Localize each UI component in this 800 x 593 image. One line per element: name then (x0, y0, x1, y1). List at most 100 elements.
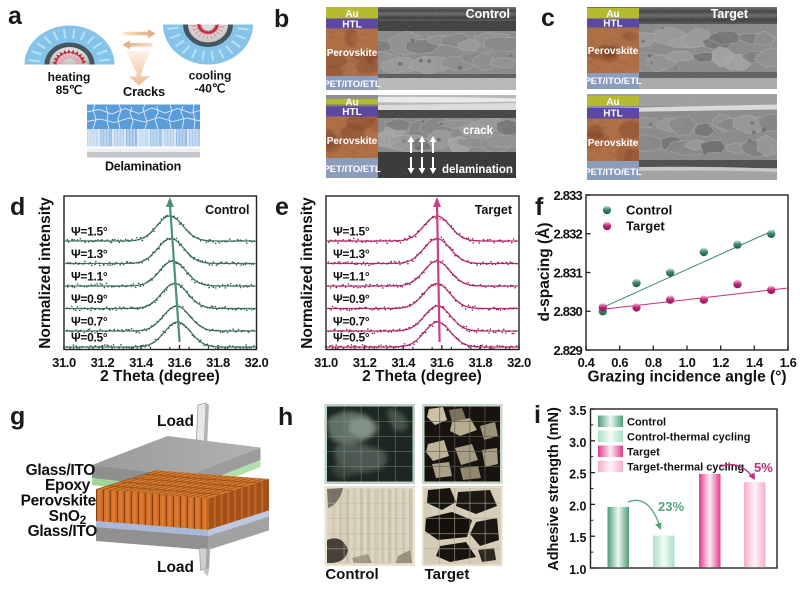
svg-text:Ψ=1.5°: Ψ=1.5° (71, 225, 108, 239)
svg-text:Normalized intensity: Normalized intensity (299, 197, 316, 349)
svg-text:PET/ITO/ETL: PET/ITO/ETL (584, 76, 642, 87)
svg-text:31.4: 31.4 (129, 355, 154, 370)
svg-text:PET/ITO/ETL: PET/ITO/ETL (584, 167, 642, 178)
svg-text:2.833: 2.833 (553, 188, 582, 203)
svg-text:32.0: 32.0 (245, 355, 269, 370)
svg-text:Load: Load (157, 559, 194, 576)
svg-text:31.2: 31.2 (91, 355, 115, 370)
svg-text:Target: Target (627, 447, 660, 459)
svg-text:2 Theta (degree): 2 Theta (degree) (100, 368, 220, 385)
svg-text:31.6: 31.6 (168, 355, 192, 370)
svg-text:0.6: 0.6 (611, 355, 628, 370)
svg-text:Load: Load (157, 413, 194, 430)
svg-text:31.2: 31.2 (353, 355, 377, 370)
svg-text:Au: Au (345, 9, 358, 20)
svg-text:Glass/ITO: Glass/ITO (28, 523, 98, 540)
svg-text:Ψ=1.1°: Ψ=1.1° (333, 270, 370, 284)
svg-text:HTL: HTL (342, 20, 361, 31)
svg-text:1.0: 1.0 (679, 355, 696, 370)
svg-text:3.5: 3.5 (569, 404, 586, 418)
svg-text:Au: Au (345, 98, 358, 109)
svg-text:Control: Control (626, 203, 672, 218)
svg-text:Ψ=1.3°: Ψ=1.3° (333, 247, 370, 261)
svg-text:Control: Control (466, 7, 510, 21)
svg-text:g: g (10, 403, 25, 431)
svg-text:31.0: 31.0 (314, 355, 338, 370)
svg-text:e: e (275, 193, 289, 221)
svg-text:1.0: 1.0 (569, 563, 586, 577)
svg-text:Grazing incidence angle (°): Grazing incidence angle (°) (587, 369, 786, 386)
svg-text:delamination: delamination (442, 164, 513, 176)
svg-text:Ψ=0.7°: Ψ=0.7° (71, 315, 108, 329)
svg-text:a: a (8, 2, 23, 30)
svg-text:HTL: HTL (603, 19, 622, 30)
svg-text:d-spacing (Å): d-spacing (Å) (536, 222, 553, 321)
svg-text:2.831: 2.831 (553, 265, 582, 280)
svg-text:Perovskite: Perovskite (327, 48, 378, 59)
svg-text:0.4: 0.4 (578, 355, 596, 370)
svg-text:1.2: 1.2 (712, 355, 729, 370)
svg-text:31.4: 31.4 (391, 355, 416, 370)
svg-text:Control: Control (627, 417, 666, 429)
svg-text:b: b (274, 5, 289, 33)
svg-text:c: c (541, 4, 555, 32)
svg-text:heating: heating (48, 70, 91, 84)
svg-text:2.5: 2.5 (569, 468, 586, 482)
svg-text:32.0: 32.0 (507, 355, 531, 370)
svg-text:1.6: 1.6 (780, 355, 797, 370)
svg-text:1.5: 1.5 (569, 531, 586, 545)
svg-text:5%: 5% (754, 460, 773, 475)
svg-text:h: h (278, 403, 293, 431)
svg-text:Ψ=0.9°: Ψ=0.9° (333, 292, 370, 306)
svg-text:31.8: 31.8 (469, 355, 493, 370)
svg-text:Ψ=0.5°: Ψ=0.5° (333, 331, 370, 345)
svg-text:Ψ=0.7°: Ψ=0.7° (333, 315, 370, 329)
svg-text:Perovskite: Perovskite (588, 46, 639, 57)
svg-text:Perovskite: Perovskite (21, 493, 97, 510)
svg-text:cooling: cooling (189, 69, 232, 83)
svg-text:23%: 23% (658, 499, 684, 514)
svg-text:1.4: 1.4 (746, 355, 764, 370)
svg-text:Cracks: Cracks (123, 84, 165, 99)
svg-text:-40℃: -40℃ (195, 82, 226, 96)
svg-text:f: f (535, 193, 544, 221)
svg-text:Perovskite: Perovskite (327, 136, 378, 147)
svg-text:HTL: HTL (603, 109, 622, 120)
svg-text:31.0: 31.0 (52, 355, 76, 370)
svg-text:i: i (534, 401, 541, 429)
svg-text:Target: Target (475, 203, 513, 217)
svg-text:Control-thermal cycling: Control-thermal cycling (627, 432, 750, 444)
svg-text:Normalized intensity: Normalized intensity (37, 197, 54, 349)
svg-text:Au: Au (606, 9, 619, 20)
svg-text:PET/ITO/ETL: PET/ITO/ETL (323, 79, 381, 90)
svg-text:2.829: 2.829 (553, 343, 582, 358)
svg-text:2.0: 2.0 (569, 499, 586, 513)
svg-text:HTL: HTL (342, 107, 361, 118)
svg-text:crack: crack (463, 125, 494, 137)
svg-text:Ψ=0.5°: Ψ=0.5° (71, 331, 108, 345)
svg-text:PET/ITO/ETL: PET/ITO/ETL (323, 164, 381, 175)
svg-text:3.0: 3.0 (569, 436, 586, 450)
svg-text:d: d (10, 193, 25, 221)
svg-text:Target-thermal cycling: Target-thermal cycling (627, 462, 744, 474)
svg-text:2.830: 2.830 (553, 304, 582, 319)
svg-text:Control: Control (205, 203, 249, 217)
svg-text:Adhesive strength (mN): Adhesive strength (mN) (546, 407, 562, 571)
svg-text:85℃: 85℃ (56, 83, 83, 97)
svg-text:Delamination: Delamination (105, 160, 181, 174)
svg-text:Glass/ITO: Glass/ITO (26, 462, 96, 479)
svg-text:Ψ=1.3°: Ψ=1.3° (71, 247, 108, 261)
svg-text:Ψ=1.1°: Ψ=1.1° (71, 270, 108, 284)
svg-text:Ψ=1.5°: Ψ=1.5° (333, 225, 370, 239)
svg-text:Control: Control (325, 566, 378, 583)
svg-text:SnO2: SnO2 (49, 508, 87, 527)
svg-text:31.6: 31.6 (430, 355, 454, 370)
svg-text:2.832: 2.832 (553, 227, 582, 242)
svg-text:2 Theta (degree): 2 Theta (degree) (362, 368, 482, 385)
svg-text:Target: Target (626, 219, 665, 234)
svg-text:Target: Target (425, 566, 470, 583)
svg-text:Au: Au (606, 97, 619, 108)
svg-text:31.8: 31.8 (206, 355, 230, 370)
svg-text:Perovskite: Perovskite (588, 138, 639, 149)
svg-text:0.8: 0.8 (645, 355, 662, 370)
